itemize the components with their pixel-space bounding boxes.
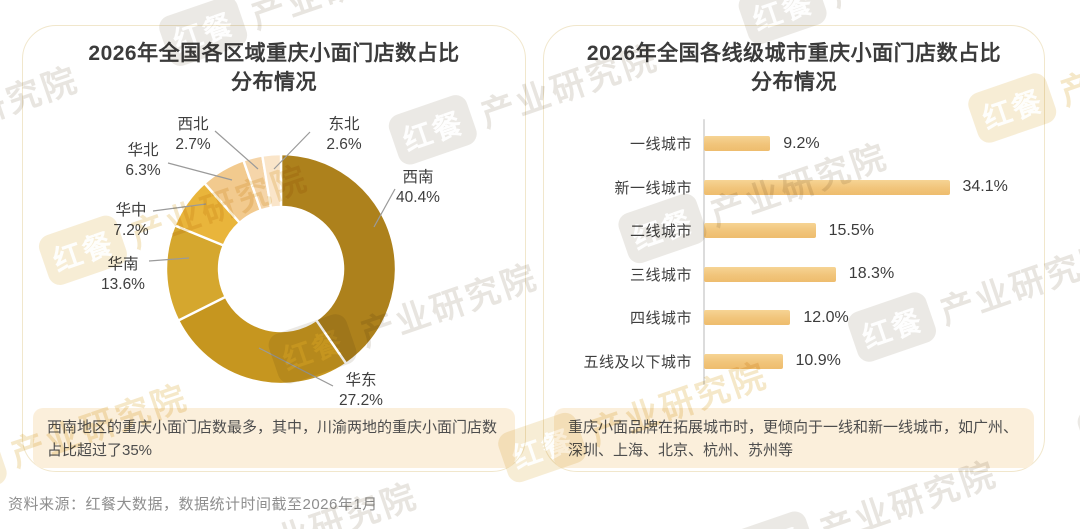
bar-value-label: 10.9% bbox=[795, 352, 841, 370]
bar-category-label: 二线城市 bbox=[629, 223, 692, 241]
bar-row-二线城市: 二线城市 15.5% bbox=[544, 209, 1044, 253]
bar-category-label: 四线城市 bbox=[629, 310, 692, 328]
watermark-logo: 红餐 bbox=[724, 508, 820, 529]
leader-line-华中 bbox=[152, 203, 207, 212]
bar-fill bbox=[704, 266, 836, 282]
bar-value-label: 15.5% bbox=[828, 221, 874, 239]
donut-slice-西南 bbox=[279, 152, 398, 366]
bar-row-一线城市: 一线城市 9.2% bbox=[544, 122, 1044, 166]
donut-label-华中: 华中 7.2% bbox=[113, 201, 149, 239]
bar-row-五线及以下城市: 五线及以下城市 10.9% bbox=[544, 340, 1044, 384]
donut-label-华南: 华南 13.6% bbox=[101, 255, 145, 293]
bar-value-label: 9.2% bbox=[783, 134, 820, 152]
right-card-note: 重庆小面品牌在拓展城市时，更倾向于一线和新一线城市，如广州、深圳、上海、北京、杭… bbox=[554, 408, 1034, 468]
bar-row-新一线城市: 新一线城市 34.1% bbox=[544, 166, 1044, 210]
leader-line-西北 bbox=[214, 130, 259, 170]
bar-value-label: 34.1% bbox=[962, 178, 1008, 196]
leader-line-华南 bbox=[148, 257, 190, 262]
left-card-note: 西南地区的重庆小面门店数最多，其中，川渝两地的重庆小面门店数占比超过了35% bbox=[33, 408, 515, 468]
donut-label-华北: 华北 6.3% bbox=[125, 141, 161, 179]
bar-fill bbox=[704, 353, 783, 369]
bar-fill bbox=[704, 310, 791, 326]
leader-line-西南 bbox=[373, 188, 396, 228]
bar-fill bbox=[704, 179, 950, 195]
bar-category-label: 一线城市 bbox=[629, 136, 692, 154]
bar-fill bbox=[704, 223, 816, 239]
donut-label-华东: 华东 27.2% bbox=[339, 371, 383, 409]
source-note: 资料来源：红餐大数据，数据统计时间截至2026年1月 bbox=[8, 496, 378, 513]
donut-label-西北: 西北 2.7% bbox=[175, 115, 211, 153]
right-card-title: 2026年全国各线级城市重庆小面门店数占比 分布情况 bbox=[544, 40, 1044, 97]
left-card-title-line2: 分布情况 bbox=[231, 70, 317, 94]
bar-value-label: 18.3% bbox=[848, 265, 895, 283]
right-card-title-line1: 2026年全国各线级城市重庆小面门店数占比 bbox=[586, 42, 1002, 65]
bar-value-label: 12.0% bbox=[803, 308, 849, 326]
bar-category-label: 五线及以下城市 bbox=[583, 353, 692, 371]
watermark-logo: 红餐 bbox=[1074, 387, 1080, 464]
bar-category-label: 新一线城市 bbox=[614, 179, 692, 197]
donut-chart: 西南 40.4% 华东 27.2% 华南 13.6% 华中 7.2% 华北 6.3% 西北 2.7% 东… bbox=[101, 115, 440, 409]
bar-chart: 一线城市 9.2% 新一线城市 34.1% 二线城市 15.5% 三线城市 18.3% 四线城市… bbox=[544, 122, 1044, 383]
bar-row-四线城市: 四线城市 12.0% bbox=[544, 296, 1044, 340]
watermark-text: 产业研究院 bbox=[1055, 16, 1080, 113]
leader-line-东北 bbox=[273, 131, 311, 170]
right-card-title-line2: 分布情况 bbox=[751, 70, 837, 94]
watermark-text: 产业研究院 bbox=[823, 0, 1014, 16]
donut-slice-华东 bbox=[176, 295, 348, 386]
donut-label-西南: 西南 40.4% bbox=[396, 168, 440, 206]
bar-category-label: 三线城市 bbox=[629, 266, 692, 284]
donut-label-东北: 东北 2.6% bbox=[326, 115, 362, 153]
city-tier-share-card: 2026年全国各线级城市重庆小面门店数占比 分布情况 一线城市 9.2% 新一线城市… bbox=[543, 25, 1045, 472]
bar-fill bbox=[704, 136, 771, 152]
leader-line-华北 bbox=[167, 162, 233, 181]
bar-row-三线城市: 三线城市 18.3% bbox=[544, 253, 1044, 297]
region-share-card: 2026年全国各区域重庆小面门店数占比 分布情况 西南 40.4% 华东 27.2% 华… bbox=[22, 25, 526, 472]
